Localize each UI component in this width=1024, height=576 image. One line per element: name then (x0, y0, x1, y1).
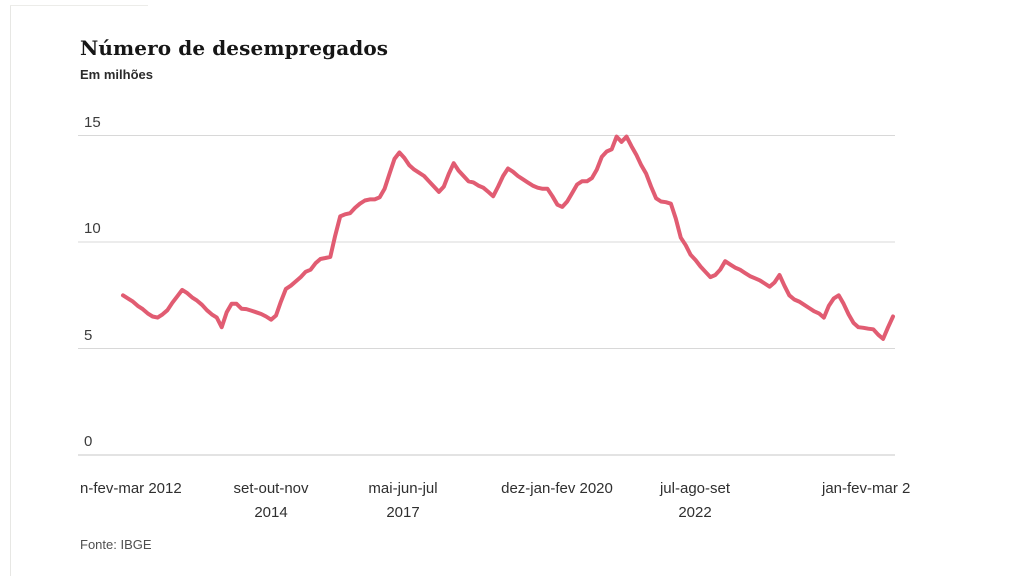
y-tick-label-10: 10 (84, 220, 101, 237)
x-tick-label-5: jan-fev-mar 2 (822, 480, 911, 497)
x-tick-label-4: 2022 (678, 504, 712, 521)
y-tick-label-0: 0 (84, 433, 93, 450)
x-tick-label-2: mai-jun-jul (368, 480, 438, 497)
x-tick-label-2: 2017 (386, 504, 420, 521)
page-left-border (10, 5, 11, 576)
y-tick-label-15: 15 (84, 113, 101, 131)
chart-unit-label: Em milhões (80, 67, 153, 82)
x-tick-label-3: dez-jan-fev 2020 (501, 480, 613, 497)
x-tick-label-1: set-out-nov (233, 480, 309, 497)
x-tick-label-1: 2014 (254, 504, 288, 521)
source-note: Fonte: IBGE (80, 537, 152, 552)
x-tick-label-0: n-fev-mar 2012 (80, 480, 182, 497)
unemployment-line-series (121, 134, 895, 341)
chart-title: Número de desempregados (80, 36, 389, 60)
x-tick-label-4: jul-ago-set (659, 480, 731, 497)
page-top-border (10, 5, 148, 6)
y-tick-label-5: 5 (84, 326, 93, 344)
